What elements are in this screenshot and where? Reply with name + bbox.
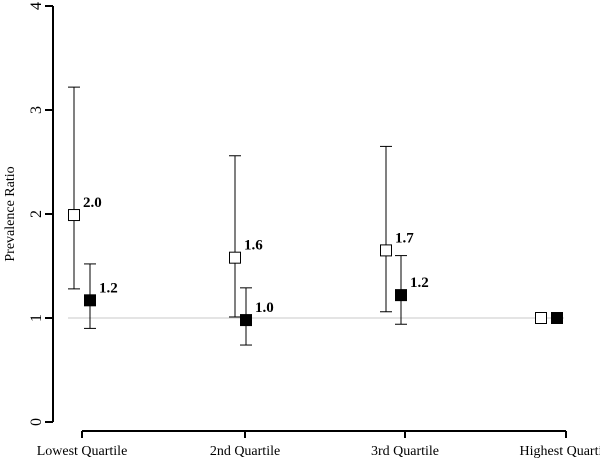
data-label: 2.0 bbox=[83, 195, 102, 211]
x-tick-label: Highest Quartile bbox=[520, 444, 600, 459]
data-label: 1.7 bbox=[395, 230, 414, 246]
y-tick-label: 1 bbox=[28, 314, 45, 322]
data-label: 1.2 bbox=[99, 280, 118, 296]
y-axis-label: Prevalence Ratio bbox=[3, 166, 18, 261]
filled-square-marker bbox=[551, 312, 563, 324]
filled-square-marker bbox=[395, 289, 407, 302]
axes: 0 1 2 3 4 Lowest Quartile 2nd Quartile 3rd Quar… bbox=[28, 2, 600, 459]
y-tick-label: 3 bbox=[28, 106, 45, 114]
open-square-marker bbox=[380, 244, 392, 257]
data-label: 1.6 bbox=[244, 238, 263, 254]
y-tick-label: 0 bbox=[28, 418, 45, 426]
filled-square-marker bbox=[240, 314, 252, 327]
open-square-marker bbox=[535, 312, 547, 324]
data-labels: 2.0 1.6 1.7 1.2 1.0 1.2 bbox=[83, 195, 429, 316]
x-tick-label: 3rd Quartile bbox=[371, 444, 439, 459]
data-label: 1.2 bbox=[410, 275, 429, 291]
x-tick-label: 2nd Quartile bbox=[210, 444, 280, 459]
data-label: 1.0 bbox=[255, 300, 274, 316]
confidence-intervals bbox=[68, 86, 407, 346]
open-square-marker bbox=[229, 251, 241, 264]
filled-square-marker bbox=[84, 294, 96, 307]
x-tick-label: Lowest Quartile bbox=[37, 444, 128, 459]
y-tick-label: 4 bbox=[28, 2, 45, 10]
open-square-marker bbox=[68, 209, 80, 222]
point-markers bbox=[68, 209, 563, 327]
y-tick-label: 2 bbox=[28, 210, 45, 218]
